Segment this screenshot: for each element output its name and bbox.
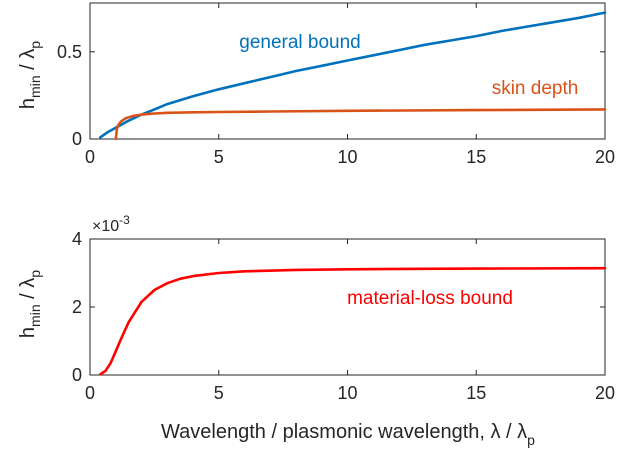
x-tick-label: 20 [595,383,615,403]
y-tick-label: 4 [72,229,82,249]
series-line [99,266,607,376]
series-label: general bound [239,32,361,53]
x-tick-label: 15 [466,147,486,167]
y-tick-label: 2 [72,297,82,317]
x-tick-label: 0 [85,383,95,403]
x-tick-label: 10 [337,383,357,403]
x-tick-label: 5 [214,147,224,167]
y-tick-label: 0.5 [57,42,82,62]
series-label: skin depth [492,78,579,99]
bottom-y-axis-label: hmin / λp [17,270,43,338]
x-tick-label: 5 [214,383,224,403]
x-tick-label: 20 [595,147,615,167]
bottom-plot: hmin / λp ×10-3 Wavelength / plasmonic w… [17,213,615,448]
y-tick-label: 0 [72,129,82,149]
x-axis-label: Wavelength / plasmonic wavelength, λ / λ… [161,421,535,448]
x-tick-label: 0 [85,147,95,167]
y-exponent-label: ×10-3 [92,213,130,235]
plot-frame [89,238,606,376]
x-tick-label: 15 [466,383,486,403]
plot-frame [89,2,606,140]
y-tick-label: 0 [72,365,82,385]
series-label: material-loss bound [347,288,513,309]
top-y-axis-label: hmin / λp [17,41,43,109]
series-line [114,108,607,141]
top-plot: hmin / λp 0 5 10 15 20 0 0.5 general bound skin … [17,2,615,167]
x-tick-label: 10 [337,147,357,167]
